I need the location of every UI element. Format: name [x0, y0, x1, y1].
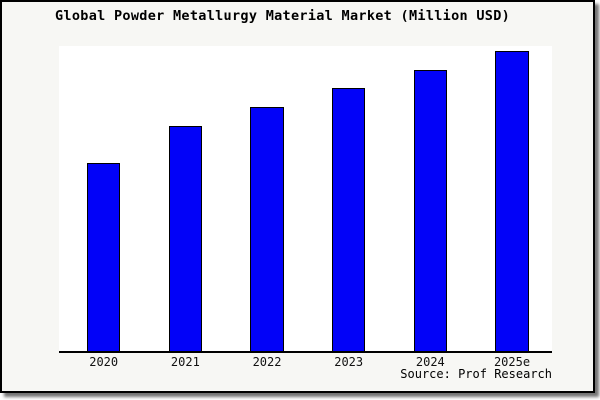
x-tick-label-2023: 2023 [334, 355, 364, 369]
bar-2023 [331, 88, 366, 351]
x-tick-label-2024: 2024 [415, 355, 445, 369]
x-tick-label-2025e: 2025e [493, 355, 531, 369]
chart-title: Global Powder Metallurgy Material Market… [55, 8, 511, 24]
bar-2025e [495, 51, 529, 351]
bar-2021 [168, 126, 203, 351]
x-tick-label-2022: 2022 [252, 355, 282, 369]
bar-2022 [250, 107, 284, 351]
x-axis-tick-strip: 2020 2021 2022 2023 2024 2025e [59, 355, 552, 371]
x-tick-label-2021: 2021 [170, 355, 200, 369]
bar-2024 [413, 70, 448, 351]
bar-2020 [86, 163, 121, 351]
x-tick-label-2020: 2020 [89, 355, 119, 369]
chart-card: Global Powder Metallurgy Material Market… [0, 0, 595, 393]
source-attribution: Source: Prof Research [400, 367, 552, 381]
plot-area [59, 46, 552, 353]
